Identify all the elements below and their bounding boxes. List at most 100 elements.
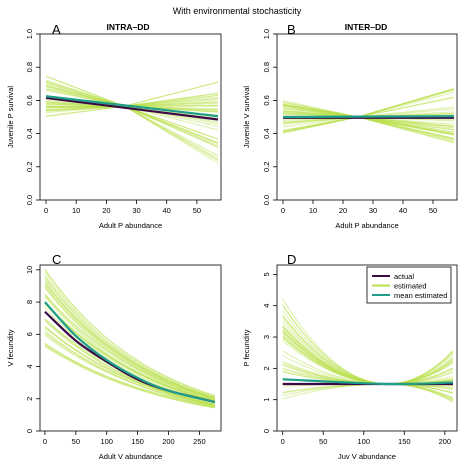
- estimated-curve: [282, 96, 455, 128]
- plot-lines: [45, 75, 219, 164]
- y-tick-label: 6: [25, 332, 34, 336]
- estimated-curve: [44, 334, 215, 407]
- estimated-curve: [44, 330, 215, 408]
- x-axis-label: Juv V abundance: [338, 452, 396, 461]
- y-tick-label: 2: [262, 366, 271, 370]
- x-tick-label: 200: [439, 437, 452, 446]
- x-tick-label: 10: [309, 206, 317, 215]
- estimated-curve: [44, 294, 215, 402]
- x-tick-label: 0: [44, 206, 48, 215]
- x-tick-label: 0: [43, 437, 47, 446]
- y-axis-label: P fecundity: [242, 329, 251, 366]
- legend-label-mean-estimated: mean estimated: [394, 291, 447, 300]
- estimated-curve: [44, 293, 215, 400]
- mean-estimated-line: [44, 301, 216, 404]
- y-tick-label: 0.6: [25, 95, 34, 105]
- estimated-curve: [44, 342, 215, 409]
- y-tick-label: 3: [262, 335, 271, 339]
- legend-label-estimated: estimated: [394, 282, 427, 291]
- y-tick-label: 0.2: [25, 162, 34, 172]
- panel-c: C 0 50 100 150 200 250 0 2 4 6 8 10 Adult V abundanc…: [6, 252, 222, 461]
- x-axis-label: Adult P abundance: [99, 221, 162, 230]
- estimated-curve: [44, 320, 215, 406]
- estimated-curve: [44, 325, 215, 406]
- x-tick-label: 0: [281, 437, 285, 446]
- panel-a: A INTRA–DD 0 10 20 30 40 50 0.0 0.2 0.4 0.6 0.8 1.0…: [6, 22, 222, 230]
- x-tick-label: 250: [193, 437, 206, 446]
- estimated-curve: [282, 326, 454, 394]
- estimated-curve: [44, 280, 215, 400]
- panel-c-plot: 0 50 100 150 200 250 0 2 4 6 8 10 Adult V abundance V…: [6, 264, 222, 461]
- y-tick-label: 2: [25, 397, 34, 401]
- x-tick-label: 50: [72, 437, 80, 446]
- estimated-curve: [44, 287, 215, 402]
- y-tick-label: 1.0: [25, 29, 34, 39]
- estimated-curve: [282, 305, 454, 401]
- estimated-curve: [44, 276, 215, 399]
- estimated-curve: [282, 88, 455, 133]
- panel-a-letter: A: [52, 22, 61, 37]
- estimated-curve: [44, 326, 215, 406]
- mean-estimated-line: [282, 115, 455, 119]
- x-tick-label: 40: [163, 206, 171, 215]
- estimated-curve: [44, 331, 215, 406]
- y-axis-label: Juvenile V survival: [242, 86, 251, 148]
- mean-estimated-line: [45, 95, 219, 118]
- y-tick-label: 10: [25, 266, 34, 274]
- estimated-curve: [282, 103, 455, 144]
- estimated-curve: [44, 300, 215, 403]
- x-tick-label: 30: [369, 206, 377, 215]
- estimated-curve: [44, 283, 215, 398]
- panel-b-plot: 0 10 20 30 40 50 0.0 0.2 0.4 0.6 0.8 1.0 Adult P abu…: [242, 29, 458, 230]
- y-tick-label: 0.8: [262, 62, 271, 72]
- estimated-curve: [282, 103, 455, 136]
- mean-estimated-line: [282, 378, 453, 386]
- estimated-curve: [45, 79, 219, 157]
- estimated-curve: [44, 269, 215, 397]
- plot-frame: [276, 264, 458, 432]
- estimated-curve: [44, 345, 215, 409]
- x-tick-label: 20: [102, 206, 110, 215]
- estimated-curve: [44, 286, 215, 399]
- estimated-curve: [282, 88, 455, 134]
- x-tick-label: 40: [399, 206, 407, 215]
- x-tick-label: 50: [193, 206, 201, 215]
- estimated-curve: [282, 326, 454, 394]
- x-tick-label: 50: [429, 206, 437, 215]
- y-tick-label: 0: [25, 429, 34, 433]
- plot-frame: [276, 33, 458, 201]
- estimated-curve: [282, 101, 455, 143]
- x-tick-label: 0: [281, 206, 285, 215]
- figure-title: With environmental stochasticity: [173, 6, 302, 16]
- estimated-curve: [282, 104, 455, 140]
- x-tick-label: 100: [357, 437, 370, 446]
- y-tick-label: 0.4: [25, 128, 34, 138]
- estimated-curve: [44, 285, 215, 401]
- estimated-curve: [44, 319, 215, 406]
- y-tick-label: 4: [25, 364, 34, 368]
- estimated-curve: [44, 271, 215, 399]
- plot-lines: [282, 298, 454, 403]
- estimated-curve: [282, 89, 455, 131]
- estimated-curve: [282, 314, 454, 390]
- plot-frame: [39, 264, 222, 432]
- estimated-curve: [44, 275, 215, 397]
- estimated-curve: [44, 303, 215, 401]
- estimated-curve: [282, 103, 455, 139]
- estimated-curve: [282, 104, 455, 142]
- estimated-curve: [282, 101, 455, 136]
- y-tick-label: 1.0: [262, 29, 271, 39]
- estimated-curve: [282, 107, 455, 139]
- estimated-curve: [45, 81, 219, 117]
- estimated-curve: [44, 301, 215, 403]
- estimated-curve: [44, 281, 215, 401]
- estimated-curve: [282, 321, 454, 398]
- x-tick-label: 100: [100, 437, 113, 446]
- y-tick-label: 0.8: [25, 62, 34, 72]
- panel-a-plot: 0 10 20 30 40 50 0.0 0.2 0.4 0.6 0.8 1.0 Adult P abu…: [6, 29, 222, 230]
- panel-a-title: INTRA–DD: [107, 22, 150, 32]
- panel-d-letter: D: [287, 252, 296, 267]
- y-tick-label: 1: [262, 398, 271, 402]
- estimated-curve: [44, 327, 215, 406]
- panel-c-letter: C: [52, 252, 61, 267]
